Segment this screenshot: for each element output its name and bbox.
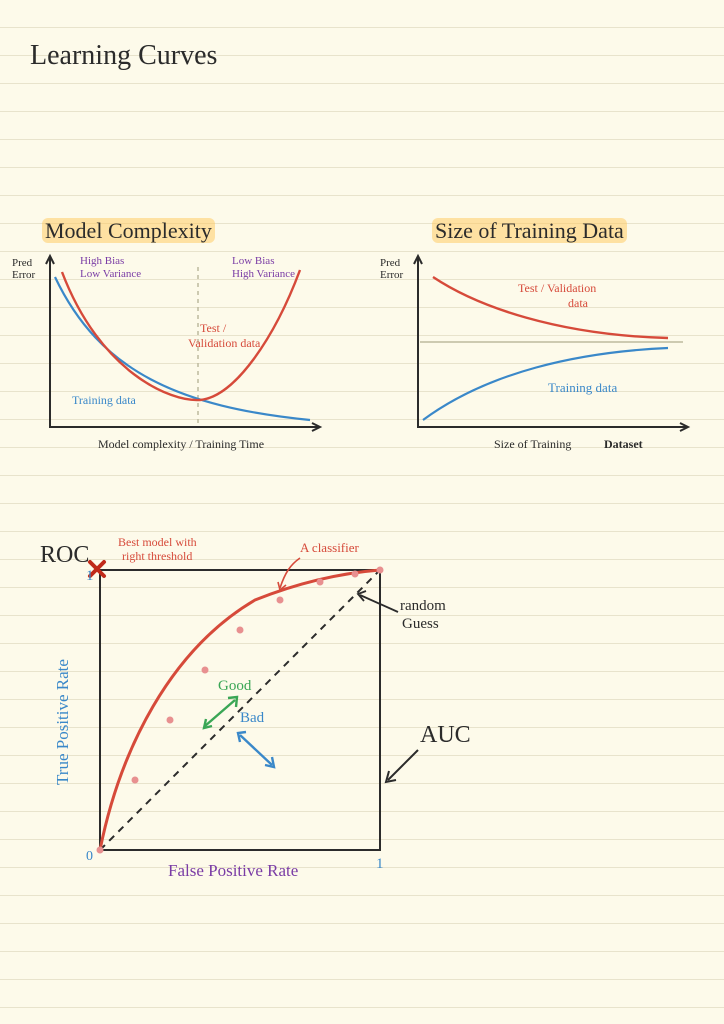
chart2-train-curve [423, 348, 668, 420]
svg-text:False Positive Rate: False Positive Rate [168, 861, 298, 880]
svg-text:data: data [568, 296, 589, 310]
svg-text:High Variance: High Variance [232, 268, 295, 280]
svg-text:Low Variance: Low Variance [80, 268, 141, 280]
chart3-title: ROC [40, 542, 89, 569]
svg-text:0: 0 [86, 849, 93, 864]
chart1-svg: Pred Error Model complexity / Training T… [40, 252, 340, 462]
chart3-svg: 0 1 1 True Positive Rate False Positive … [100, 570, 520, 930]
page-title: Learning Curves [30, 40, 217, 72]
svg-text:Pred: Pred [12, 257, 33, 269]
svg-text:True Positive Rate: True Positive Rate [53, 659, 72, 785]
svg-text:right threshold: right threshold [122, 549, 192, 563]
chart1-test-curve [62, 270, 300, 400]
svg-text:Model complexity / Training Ti: Model complexity / Training Time [98, 437, 264, 451]
svg-text:random: random [400, 598, 446, 614]
svg-text:Test / Validation: Test / Validation [518, 281, 596, 295]
svg-text:Bad: Bad [240, 710, 265, 726]
svg-text:1: 1 [376, 856, 384, 872]
svg-text:Pred: Pred [380, 257, 401, 269]
svg-text:Training data: Training data [72, 393, 137, 407]
chart1-title: Model Complexity [42, 218, 215, 244]
svg-text:Error: Error [380, 269, 404, 281]
svg-text:Best model with: Best model with [118, 535, 197, 549]
svg-text:Validation data: Validation data [188, 336, 261, 350]
chart2-svg: Pred Error Size of Training Dataset Test… [408, 252, 708, 462]
chart2-title: Size of Training Data [432, 218, 627, 244]
svg-text:1: 1 [86, 568, 94, 584]
svg-text:AUC: AUC [420, 722, 471, 748]
svg-text:Good: Good [218, 678, 252, 694]
svg-text:Dataset: Dataset [604, 437, 643, 451]
svg-text:High Bias: High Bias [80, 255, 124, 267]
svg-text:Error: Error [12, 269, 36, 281]
svg-text:Size of Training: Size of Training [494, 437, 571, 451]
svg-text:Low Bias: Low Bias [232, 255, 274, 267]
svg-text:Guess: Guess [402, 616, 439, 632]
svg-text:Test /: Test / [200, 321, 227, 335]
svg-text:Training data: Training data [548, 380, 617, 395]
svg-text:A classifier: A classifier [300, 540, 360, 555]
